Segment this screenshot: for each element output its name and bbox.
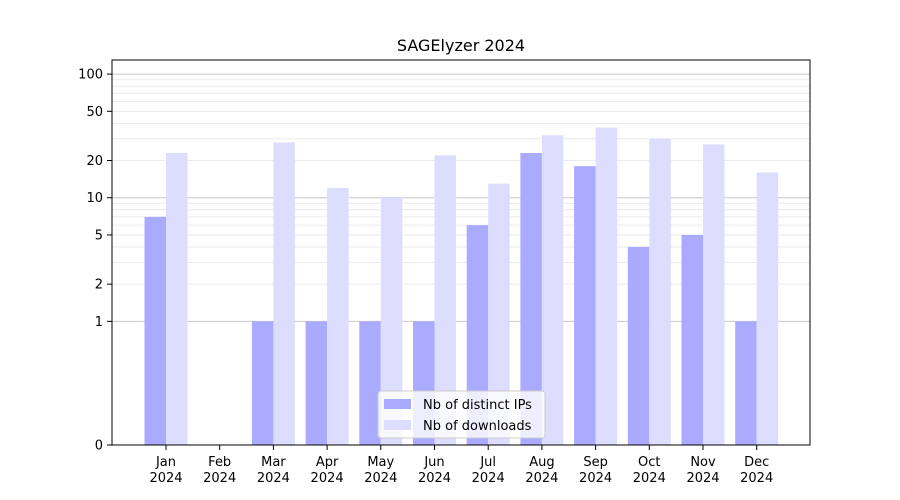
legend-label: Nb of downloads <box>423 419 532 434</box>
y-tick-label: 100 <box>78 68 103 83</box>
bar-distinct-ips <box>520 153 542 445</box>
bar-downloads <box>327 187 349 445</box>
bar-distinct-ips <box>627 246 650 445</box>
x-tick-label: May 2024 <box>364 455 397 486</box>
grid-lines <box>112 73 810 322</box>
legend: Nb of distinct IPs Nb of downloads <box>377 390 546 439</box>
bar-distinct-ips <box>681 234 703 445</box>
bar-distinct-ips <box>735 321 757 445</box>
x-tick-label: Jan 2024 <box>149 455 182 486</box>
y-tick-label: 2 <box>95 278 103 293</box>
bar-distinct-ips <box>144 216 166 445</box>
bar-downloads <box>541 135 564 445</box>
x-tick-label: Mar 2024 <box>257 455 290 486</box>
y-tick-label: 0 <box>95 439 103 454</box>
bar-downloads <box>488 183 510 445</box>
bar-downloads <box>380 197 403 445</box>
bar-downloads <box>595 127 618 446</box>
x-tick-label: Oct 2024 <box>633 455 666 486</box>
x-tick-label: Dec 2024 <box>740 455 773 486</box>
y-tick-label: 10 <box>86 191 103 206</box>
bar-downloads <box>166 153 188 445</box>
x-tick-label: Jul 2024 <box>472 455 505 486</box>
bar-downloads <box>273 142 295 445</box>
y-tick-label: 5 <box>95 228 103 243</box>
x-tick-label: Jun 2024 <box>418 455 451 486</box>
axes: 0 1 2 5 10 20 50 100 Jan 2024 Feb 2024 Mar 2024 Apr 202… <box>78 68 773 486</box>
x-tick-label: Sep 2024 <box>579 455 612 486</box>
bars <box>144 127 779 446</box>
x-tick-label: Aug 2024 <box>525 455 558 486</box>
y-tick-label: 20 <box>86 154 103 169</box>
plot-frame <box>111 59 811 446</box>
bar-downloads <box>756 172 779 446</box>
bar-downloads <box>649 138 671 446</box>
legend-box <box>377 390 546 439</box>
bar-distinct-ips <box>251 321 274 445</box>
y-tick-label: 1 <box>95 315 103 330</box>
chart-title: SAGElyzer 2024 <box>397 36 525 55</box>
legend-swatch <box>384 399 411 409</box>
x-tick-label: Nov 2024 <box>686 455 719 486</box>
bar-distinct-ips <box>466 225 489 445</box>
bar-distinct-ips <box>574 166 596 445</box>
y-tick-label: 50 <box>86 105 103 120</box>
bar-distinct-ips <box>305 321 328 445</box>
x-tick-label: Feb 2024 <box>203 455 236 486</box>
bar-downloads <box>703 144 725 445</box>
legend-label: Nb of distinct IPs <box>423 398 532 413</box>
x-tick-label: Apr 2024 <box>311 455 344 486</box>
bar-downloads <box>434 155 456 445</box>
bar-distinct-ips <box>359 321 381 445</box>
legend-swatch <box>384 420 411 430</box>
